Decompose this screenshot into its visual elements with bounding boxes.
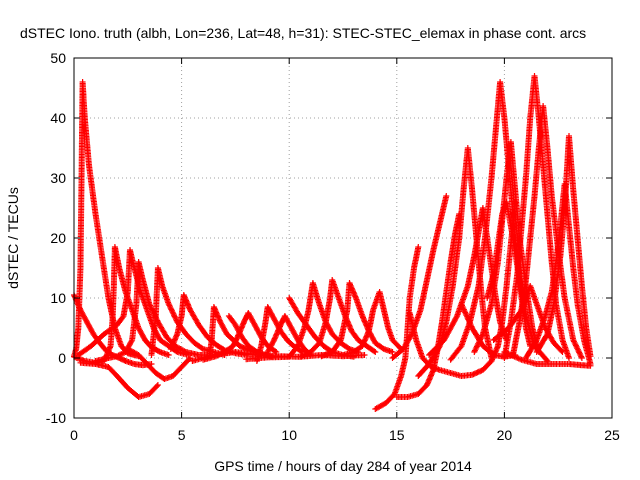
series-36-points bbox=[189, 349, 368, 364]
y-tick-label: 40 bbox=[50, 110, 66, 126]
series-7 bbox=[124, 346, 194, 382]
series-23-points bbox=[389, 193, 450, 361]
y-tick-label: 0 bbox=[58, 350, 66, 366]
y-tick-label: 30 bbox=[50, 170, 66, 186]
y-tick-label: -10 bbox=[46, 410, 66, 426]
series-24 bbox=[415, 145, 495, 379]
data-marks bbox=[71, 73, 594, 412]
series-4-points bbox=[77, 359, 161, 400]
x-tick-label: 5 bbox=[178, 427, 186, 443]
series-34-points bbox=[533, 133, 594, 360]
series-34 bbox=[533, 133, 594, 360]
x-axis-ticks: 0 5 10 15 20 25 bbox=[70, 58, 620, 443]
series-32-points bbox=[490, 283, 566, 355]
series-35-points bbox=[501, 349, 594, 369]
x-tick-label: 25 bbox=[604, 427, 620, 443]
x-tick-label: 15 bbox=[389, 427, 405, 443]
series-36 bbox=[189, 349, 368, 364]
series-7-points bbox=[124, 346, 194, 382]
series-6 bbox=[92, 259, 211, 364]
y-axis-label: dSTEC / TECUs bbox=[5, 187, 21, 289]
series-24-points bbox=[415, 145, 495, 379]
series-6-points bbox=[92, 259, 211, 364]
series-5 bbox=[75, 247, 192, 358]
x-tick-label: 10 bbox=[281, 427, 297, 443]
x-axis-label: GPS time / hours of day 284 of year 2014 bbox=[214, 458, 472, 474]
series-8 bbox=[148, 265, 228, 358]
y-tick-label: 50 bbox=[50, 50, 66, 66]
series-4 bbox=[77, 359, 161, 400]
series-32 bbox=[490, 283, 566, 355]
series-5-points bbox=[75, 247, 192, 358]
x-tick-label: 0 bbox=[70, 427, 78, 443]
x-tick-label: 20 bbox=[497, 427, 513, 443]
series-23 bbox=[389, 193, 450, 361]
series-35 bbox=[501, 349, 594, 369]
y-tick-label: 10 bbox=[50, 290, 66, 306]
y-tick-label: 20 bbox=[50, 230, 66, 246]
series-8-points bbox=[148, 265, 228, 358]
chart-title: dSTEC Iono. truth (albh, Lon=236, Lat=48… bbox=[20, 25, 586, 41]
y-axis-ticks: -10 0 10 20 30 40 50 bbox=[46, 50, 612, 426]
